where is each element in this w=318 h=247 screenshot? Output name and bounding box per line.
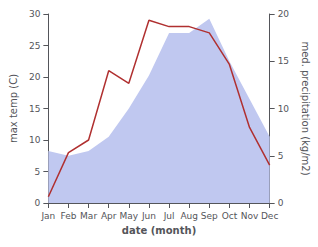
- svg-text:15: 15: [29, 104, 40, 114]
- svg-text:Jun: Jun: [141, 211, 156, 221]
- svg-text:Mar: Mar: [80, 211, 97, 221]
- svg-text:0: 0: [278, 198, 284, 208]
- svg-text:Oct: Oct: [222, 211, 238, 221]
- svg-text:25: 25: [29, 41, 40, 51]
- svg-text:0: 0: [35, 198, 41, 208]
- svg-text:20: 20: [278, 9, 290, 19]
- svg-text:med. precipitation (kg/m2): med. precipitation (kg/m2): [300, 41, 311, 175]
- svg-text:Apr: Apr: [101, 211, 117, 221]
- svg-text:Jul: Jul: [163, 211, 175, 221]
- svg-text:10: 10: [278, 104, 290, 114]
- svg-text:Jan: Jan: [40, 211, 55, 221]
- svg-text:max temp (C): max temp (C): [8, 74, 19, 143]
- svg-text:Aug: Aug: [180, 211, 198, 221]
- svg-text:Feb: Feb: [61, 211, 77, 221]
- svg-text:15: 15: [278, 56, 289, 66]
- svg-text:Dec: Dec: [261, 211, 278, 221]
- svg-text:30: 30: [29, 9, 41, 19]
- svg-text:5: 5: [278, 151, 284, 161]
- svg-text:5: 5: [35, 167, 41, 177]
- svg-text:date (month): date (month): [122, 225, 196, 236]
- svg-text:May: May: [120, 211, 139, 221]
- svg-text:Sep: Sep: [201, 211, 218, 221]
- svg-text:10: 10: [29, 135, 41, 145]
- svg-text:Nov: Nov: [241, 211, 259, 221]
- svg-text:20: 20: [29, 72, 41, 82]
